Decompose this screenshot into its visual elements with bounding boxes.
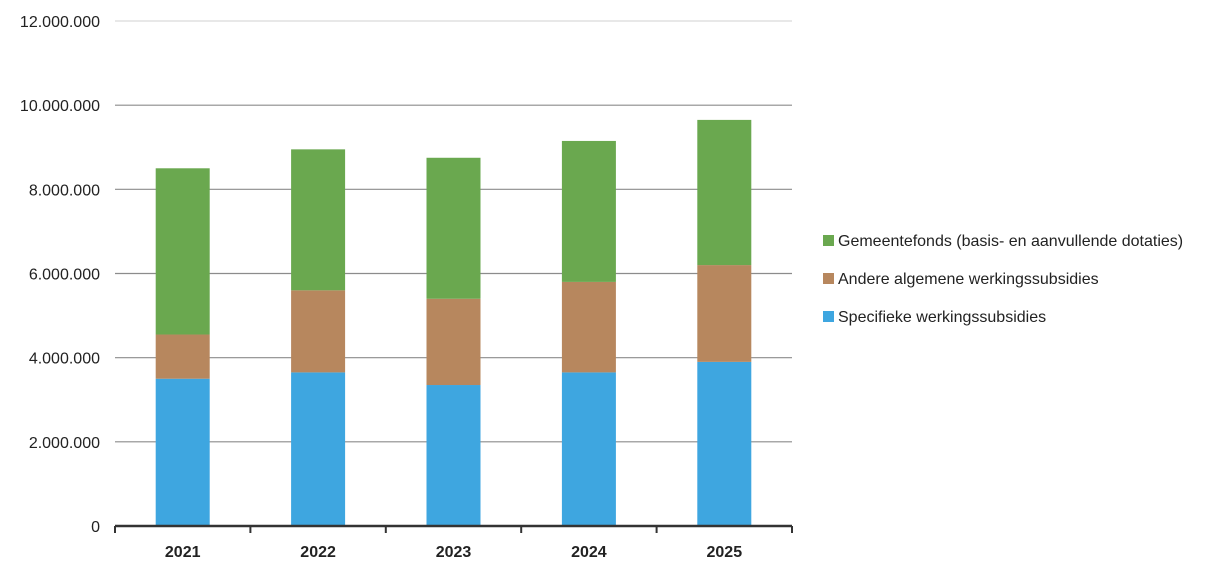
bars [155, 119, 752, 526]
bar-segment-2023-series-0 [426, 385, 481, 526]
y-tick-label: 0 [91, 519, 100, 536]
legend-label: Andere algemene werkingssubsidies [838, 271, 1099, 288]
y-tick-label: 6.000.000 [29, 267, 100, 284]
y-tick-label: 10.000.000 [20, 98, 100, 115]
x-tick-label: 2022 [300, 544, 336, 561]
bar-segment-2021-series-0 [155, 378, 210, 526]
x-axis-tick-labels: 2021 2022 2023 2024 2025 [165, 544, 742, 561]
y-tick-label: 4.000.000 [29, 351, 100, 368]
legend-swatch [823, 235, 834, 246]
bar-segment-2021-series-2 [155, 168, 210, 335]
legend-label: Specifieke werkingssubsidies [838, 309, 1046, 326]
legend-swatch [823, 273, 834, 284]
bar-segment-2022-series-1 [291, 290, 346, 373]
bar-segment-2024-series-1 [561, 281, 616, 373]
x-tick-label: 2024 [571, 544, 607, 561]
x-axis [114, 524, 793, 533]
y-tick-label: 2.000.000 [29, 435, 100, 452]
bar-segment-2025-series-1 [697, 265, 752, 362]
legend-swatch [823, 311, 834, 322]
y-tick-label: 12.000.000 [20, 14, 100, 31]
bar-segment-2023-series-1 [426, 298, 481, 386]
x-tick-label: 2021 [165, 544, 201, 561]
bar-segment-2022-series-2 [291, 149, 346, 291]
y-axis-tick-labels: 0 2.000.000 4.000.000 6.000.000 8.000.000 10.… [20, 14, 100, 536]
x-tick-label: 2023 [436, 544, 472, 561]
bar-segment-2023-series-2 [426, 157, 481, 299]
bar-segment-2021-series-1 [155, 334, 210, 379]
bar-segment-2025-series-2 [697, 119, 752, 266]
legend-label: Gemeentefonds (basis- en aanvullende dot… [838, 233, 1183, 250]
bar-segment-2022-series-0 [291, 372, 346, 526]
x-tick-label: 2025 [707, 544, 743, 561]
y-tick-label: 8.000.000 [29, 182, 100, 199]
legend: Gemeentefonds (basis- en aanvullende dot… [823, 233, 1183, 326]
bar-segment-2024-series-2 [561, 140, 616, 282]
bar-segment-2024-series-0 [561, 372, 616, 526]
bar-segment-2025-series-0 [697, 361, 752, 526]
